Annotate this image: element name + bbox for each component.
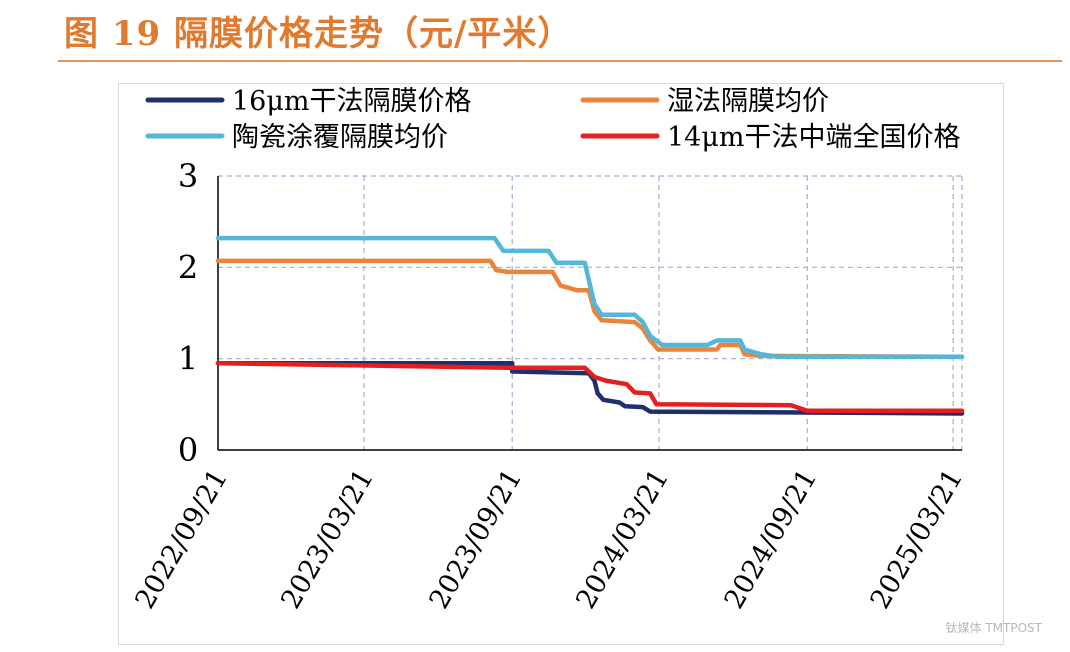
x-tick-label: 2023/09/21 [424, 464, 529, 614]
chart-frame [118, 83, 1004, 645]
watermark: 钛媒体 TMTPOST [945, 621, 1042, 635]
x-tick-label: 2023/03/21 [275, 464, 380, 614]
series-line-1 [215, 360, 965, 416]
y-tick-label: 3 [178, 157, 198, 195]
title-divider [58, 60, 1062, 62]
axes: 0 1 2 3 2022/09/21 2023/03/21 2023/09/21 2024/0… [129, 157, 969, 614]
y-tick-label: 0 [178, 431, 198, 469]
figure-title: 图 19 隔膜价格走势（元/平米） [64, 14, 573, 54]
legend-label: 14μm干法中端全国价格 [667, 122, 961, 153]
legend-label: 湿法隔膜均价 [667, 86, 829, 117]
x-tick-label: 2025/03/21 [865, 464, 970, 614]
x-tick-label: 2024/03/21 [570, 464, 675, 614]
legend-label: 陶瓷涂覆隔膜均价 [232, 122, 448, 153]
series-line-4 [215, 360, 965, 413]
x-tick-label: 2024/09/21 [719, 464, 824, 614]
legend-label: 16μm干法隔膜价格 [232, 86, 472, 117]
series-line-3 [215, 235, 965, 360]
series-line-2 [215, 258, 965, 360]
series-lines [215, 235, 965, 416]
x-tick-label: 2022/09/21 [129, 464, 234, 614]
y-tick-label: 1 [178, 340, 198, 378]
y-tick-label: 2 [178, 248, 198, 286]
